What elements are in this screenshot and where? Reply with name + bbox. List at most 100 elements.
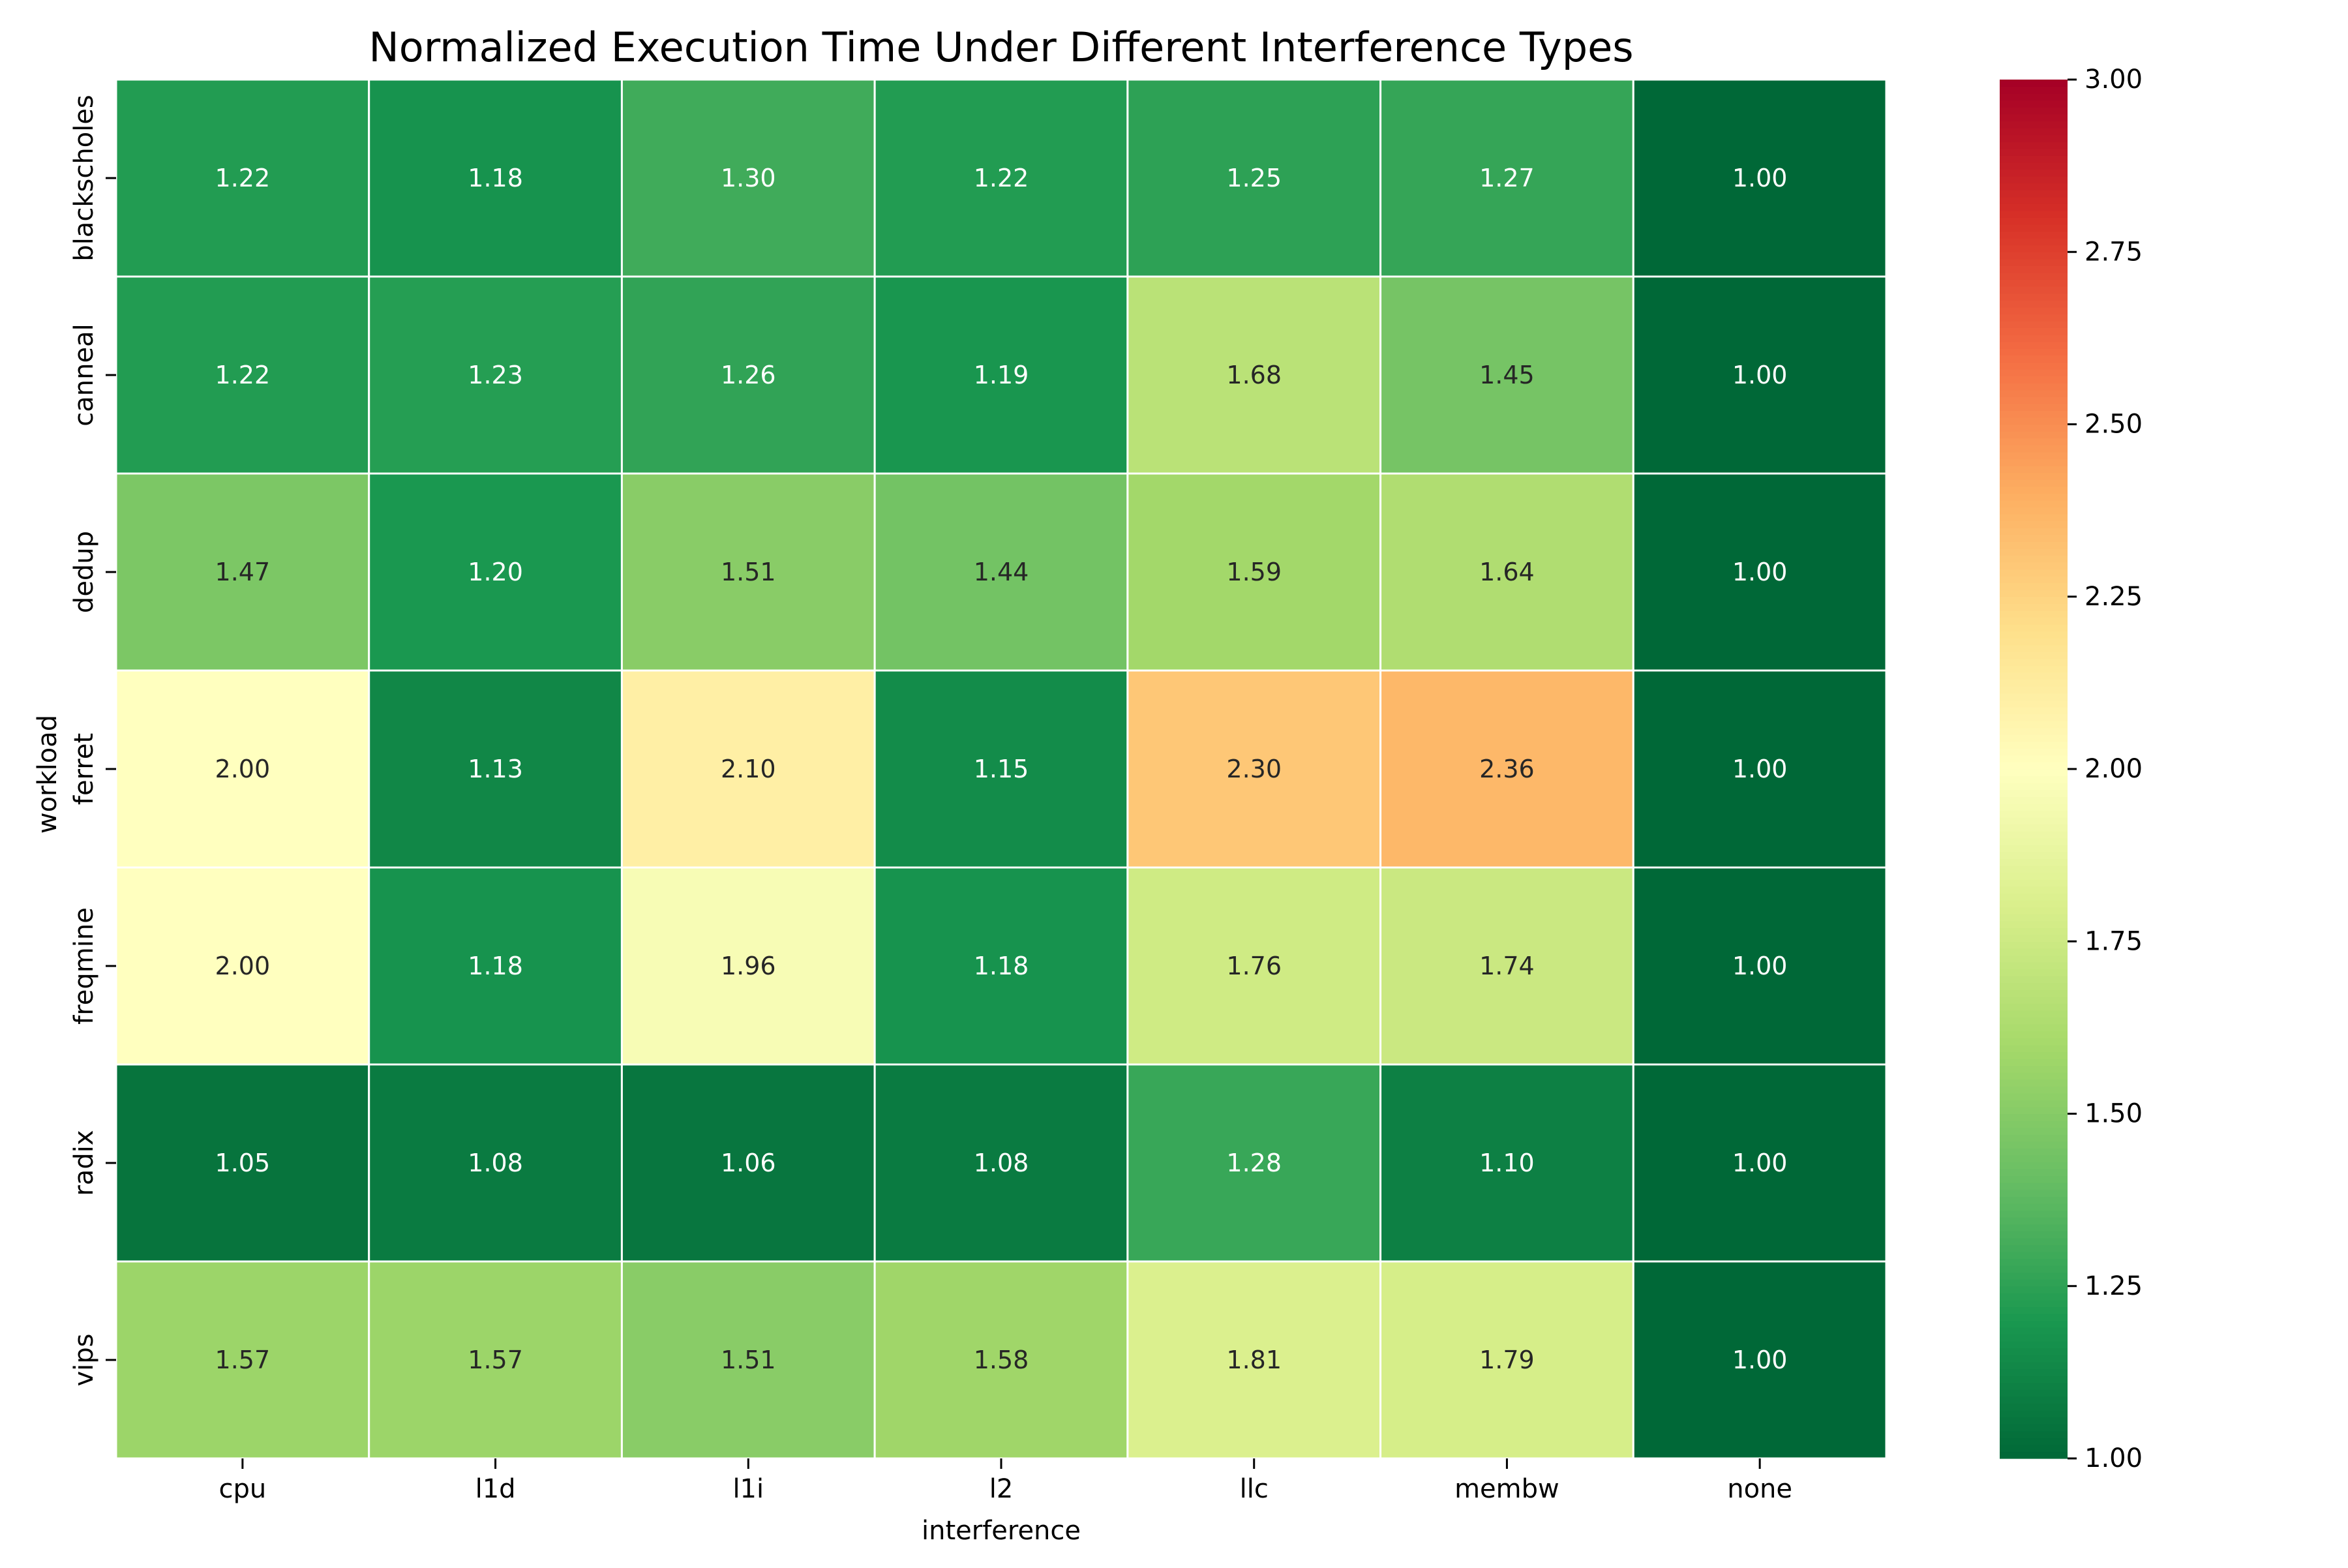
colorbar-segment xyxy=(2000,1355,2068,1363)
colorbar-segment xyxy=(2000,1362,2068,1370)
colorbar-segment xyxy=(2000,907,2068,914)
cell-value-label: 2.00 xyxy=(215,755,271,783)
colorbar-segment xyxy=(2000,1031,2068,1038)
heatmap-cell-blackscholes-cpu xyxy=(115,78,370,278)
colorbar: 1.00 1.25 1.50 1.75 2.00 2.25 2.50 2.75 3.00 xyxy=(2000,65,2143,1473)
cell-value-label: 1.20 xyxy=(468,558,523,586)
heatmap-cell-radix-l1d xyxy=(368,1063,623,1263)
colorbar-segment xyxy=(2000,445,2068,453)
colorbar-segment xyxy=(2000,1299,2068,1308)
colorbar-segment xyxy=(2000,320,2068,329)
cell-value-label: 1.47 xyxy=(215,558,271,586)
x-tick-label: none xyxy=(1727,1474,1792,1504)
heatmap-cell-canneal-l1i xyxy=(620,275,876,475)
heatmap-cell-blackscholes-llc xyxy=(1126,78,1382,278)
heatmap-cell-vips-llc xyxy=(1126,1260,1382,1460)
colorbar-segment xyxy=(2000,231,2068,239)
colorbar-segment xyxy=(2000,279,2068,287)
cell-value-label: 1.18 xyxy=(468,952,523,980)
cell-value-label: 1.00 xyxy=(1732,1346,1788,1374)
cell-value-label: 2.36 xyxy=(1479,755,1535,783)
cell-value-label: 1.19 xyxy=(974,361,1029,389)
colorbar-segment xyxy=(2000,755,2068,763)
cell-value-label: 1.57 xyxy=(215,1346,271,1374)
colorbar-segment xyxy=(2000,1424,2068,1432)
cell-value-label: 1.22 xyxy=(215,361,271,389)
colorbar-segment xyxy=(2000,913,2068,922)
colorbar-segment xyxy=(2000,582,2068,590)
colorbar-segment xyxy=(2000,534,2068,542)
colorbar-segment xyxy=(2000,1065,2068,1073)
heatmap-cell-canneal-llc xyxy=(1126,275,1382,475)
colorbar-segment xyxy=(2000,86,2068,94)
colorbar-segment xyxy=(2000,851,2068,860)
colorbar-segment xyxy=(2000,183,2068,190)
colorbar-segment xyxy=(2000,672,2068,680)
colorbar-segment xyxy=(2000,217,2068,225)
heatmap-cell-radix-cpu xyxy=(115,1063,370,1263)
x-tick-label: l1i xyxy=(732,1474,764,1504)
colorbar-segment xyxy=(2000,569,2068,577)
y-tick-label: dedup xyxy=(69,531,99,613)
heatmap-cell-radix-llc xyxy=(1126,1063,1382,1263)
colorbar-segment xyxy=(2000,831,2068,839)
colorbar-segment xyxy=(2000,389,2068,397)
colorbar-segment xyxy=(2000,1286,2068,1293)
y-tick-label: vips xyxy=(69,1333,99,1386)
colorbar-segment xyxy=(2000,741,2068,749)
colorbar-segment xyxy=(2000,341,2068,349)
cell-value-label: 2.10 xyxy=(721,755,776,783)
y-axis-label: workload xyxy=(33,715,63,834)
y-axis: blackscholes canneal dedup ferret freqmine ra… xyxy=(69,95,116,1387)
cell-value-label: 1.27 xyxy=(1479,164,1535,192)
cell-value-label: 1.51 xyxy=(721,558,776,586)
x-tick-label: llc xyxy=(1240,1474,1269,1504)
colorbar-segment xyxy=(2000,1341,2068,1349)
colorbar-segment xyxy=(2000,238,2068,246)
colorbar-segment xyxy=(2000,920,2068,928)
colorbar-segment xyxy=(2000,1451,2068,1459)
colorbar-segment xyxy=(2000,335,2068,342)
colorbar-segment xyxy=(2000,424,2068,432)
colorbar-segment xyxy=(2000,596,2068,604)
colorbar-segment xyxy=(2000,624,2068,632)
colorbar-segment xyxy=(2000,1154,2068,1163)
heatmap-cell-dedup-llc xyxy=(1126,472,1382,672)
colorbar-segment xyxy=(2000,948,2068,956)
colorbar-segment xyxy=(2000,1396,2068,1404)
colorbar-segment xyxy=(2000,210,2068,218)
cell-value-label: 1.74 xyxy=(1479,952,1535,980)
colorbar-segment xyxy=(2000,1376,2068,1383)
colorbar-segment xyxy=(2000,1231,2068,1239)
colorbar-segment xyxy=(2000,927,2068,935)
colorbar-segment xyxy=(2000,893,2068,901)
colorbar-tick-label: 1.50 xyxy=(2085,1099,2143,1129)
heatmap-cell-dedup-none xyxy=(1632,472,1888,672)
colorbar-segment xyxy=(2000,121,2068,128)
colorbar-segment xyxy=(2000,1382,2068,1390)
colorbar-segment xyxy=(2000,1072,2068,1080)
colorbar-segment xyxy=(2000,369,2068,377)
colorbar-segment xyxy=(2000,134,2068,142)
colorbar-segment xyxy=(2000,403,2068,411)
colorbar-segment xyxy=(2000,196,2068,204)
cell-value-label: 1.81 xyxy=(1226,1346,1282,1374)
colorbar-segment xyxy=(2000,245,2068,252)
colorbar-segment xyxy=(2000,789,2068,797)
colorbar-segment xyxy=(2000,941,2068,949)
colorbar-segment xyxy=(2000,693,2068,701)
cell-value-label: 1.57 xyxy=(468,1346,523,1374)
colorbar-tick-label: 1.75 xyxy=(2085,926,2143,956)
colorbar-segment xyxy=(2000,162,2068,170)
colorbar-segment xyxy=(2000,383,2068,391)
colorbar-segment xyxy=(2000,1403,2068,1411)
colorbar-segment xyxy=(2000,541,2068,549)
y-tick-label: freqmine xyxy=(69,907,99,1025)
colorbar-segment xyxy=(2000,397,2068,404)
cell-value-label: 1.59 xyxy=(1226,558,1282,586)
colorbar-segment xyxy=(2000,1148,2068,1156)
y-tick-label: canneal xyxy=(69,324,99,426)
cell-value-label: 1.45 xyxy=(1479,361,1535,389)
colorbar-segment xyxy=(2000,706,2068,715)
